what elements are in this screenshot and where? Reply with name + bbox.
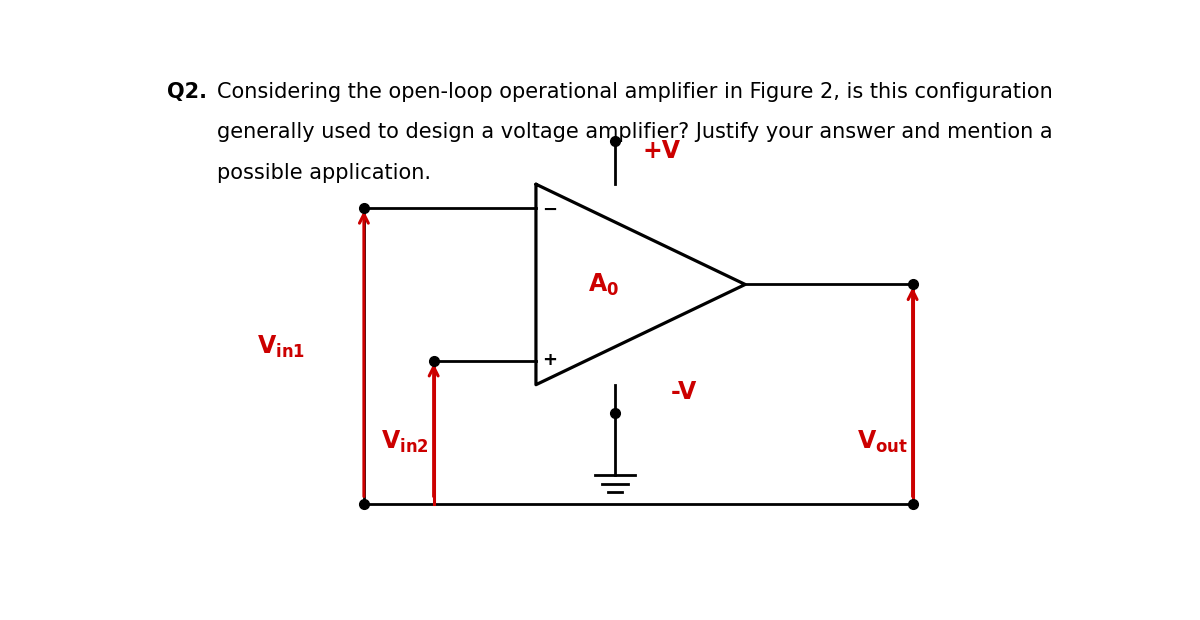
Text: $\mathbf{V_{in2}}$: $\mathbf{V_{in2}}$ xyxy=(380,429,428,455)
Text: -V: -V xyxy=(671,380,697,404)
Text: possible application.: possible application. xyxy=(217,162,431,183)
Text: +V: +V xyxy=(643,139,680,163)
Text: generally used to design a voltage amplifier? Justify your answer and mention a: generally used to design a voltage ampli… xyxy=(217,122,1052,142)
Text: Considering the open-loop operational amplifier in Figure 2, is this configurati: Considering the open-loop operational am… xyxy=(217,82,1052,102)
Text: $\mathbf{V_{in1}}$: $\mathbf{V_{in1}}$ xyxy=(257,334,305,360)
Text: $\bf{-}$: $\bf{-}$ xyxy=(542,200,558,218)
Text: $\bf{+}$: $\bf{+}$ xyxy=(542,351,558,369)
Text: $\mathbf{A_0}$: $\mathbf{A_0}$ xyxy=(588,272,619,298)
Text: $\mathbf{V_{out}}$: $\mathbf{V_{out}}$ xyxy=(857,429,908,455)
Text: Q2.: Q2. xyxy=(167,82,206,102)
